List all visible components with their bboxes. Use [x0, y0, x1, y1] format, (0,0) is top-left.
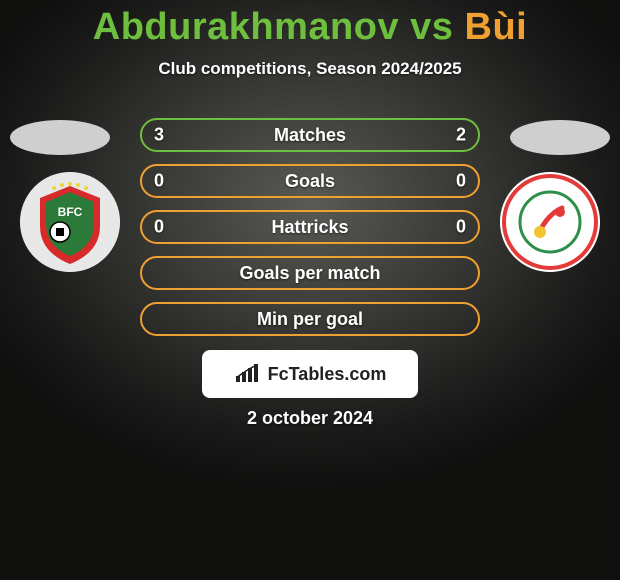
page-title: Abdurakhmanov vs Bùi [0, 0, 620, 49]
player1-name: Abdurakhmanov [93, 6, 399, 48]
bar-chart-icon [234, 364, 262, 384]
card-wrapper: Abdurakhmanov vs Bùi Club competitions, … [0, 0, 620, 580]
player1-oval [10, 120, 110, 155]
bfc-crest-icon: BFC [20, 172, 120, 272]
stat-row: 0 Goals 0 [140, 164, 480, 198]
player2-name: Bùi [465, 6, 528, 48]
stat-label: Min per goal [257, 309, 363, 330]
stat-value-right: 0 [456, 171, 466, 192]
player2-club-logo [500, 172, 600, 272]
stat-row: 0 Hattricks 0 [140, 210, 480, 244]
stat-row: 3 Matches 2 [140, 118, 480, 152]
stat-label: Goals [285, 171, 335, 192]
stats-container: 3 Matches 2 0 Goals 0 0 Hattricks 0 Goals per mat… [140, 118, 480, 348]
stat-value-right: 2 [456, 125, 466, 146]
branding-badge: FcTables.com [202, 350, 418, 398]
stat-value-left: 3 [154, 125, 164, 146]
footer-date: 2 october 2024 [247, 408, 373, 429]
branding-text: FcTables.com [268, 364, 387, 385]
svg-text:BFC: BFC [58, 205, 83, 219]
player2-oval [510, 120, 610, 155]
stat-value-left: 0 [154, 171, 164, 192]
subtitle: Club competitions, Season 2024/2025 [0, 59, 620, 79]
stat-value-right: 0 [456, 217, 466, 238]
stat-row: Min per goal [140, 302, 480, 336]
stat-label: Goals per match [239, 263, 380, 284]
stat-row: Goals per match [140, 256, 480, 290]
player1-club-logo: BFC [20, 172, 120, 272]
hcm-crest-icon [500, 172, 600, 272]
stat-value-left: 0 [154, 217, 164, 238]
stat-label: Hattricks [271, 217, 348, 238]
vs-separator: vs [399, 6, 464, 48]
stat-label: Matches [274, 125, 346, 146]
